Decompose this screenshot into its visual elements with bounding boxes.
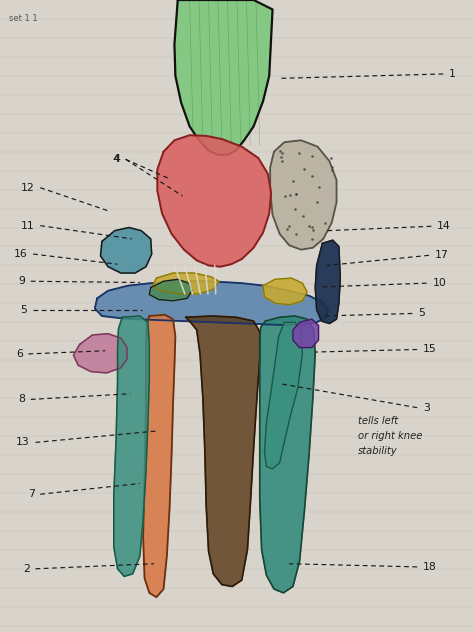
Polygon shape	[95, 281, 328, 325]
Text: 10: 10	[432, 278, 446, 288]
Text: 14: 14	[437, 221, 451, 231]
Polygon shape	[270, 140, 337, 250]
Polygon shape	[157, 135, 271, 267]
Polygon shape	[174, 0, 273, 155]
Polygon shape	[186, 316, 260, 586]
Text: 13: 13	[16, 437, 30, 447]
Text: 7: 7	[27, 489, 35, 499]
Text: 15: 15	[423, 344, 437, 355]
Text: 6: 6	[16, 349, 23, 359]
Polygon shape	[263, 278, 307, 305]
Text: 5: 5	[418, 308, 425, 319]
Text: 5: 5	[20, 305, 27, 315]
Polygon shape	[260, 316, 315, 593]
Polygon shape	[153, 273, 219, 294]
Text: 1: 1	[449, 69, 456, 79]
Polygon shape	[293, 319, 319, 348]
Text: 9: 9	[18, 276, 25, 286]
Text: 3: 3	[423, 403, 430, 413]
Polygon shape	[143, 315, 175, 597]
Text: 2: 2	[23, 564, 30, 574]
Text: tells left
or right knee
stability: tells left or right knee stability	[358, 416, 422, 456]
Text: 11: 11	[21, 221, 35, 231]
Polygon shape	[73, 334, 127, 373]
Polygon shape	[149, 279, 192, 301]
Polygon shape	[315, 240, 340, 324]
Text: 18: 18	[423, 562, 437, 572]
Polygon shape	[114, 316, 149, 576]
Polygon shape	[100, 228, 152, 273]
Text: 4: 4	[112, 154, 119, 164]
Text: 4: 4	[113, 154, 120, 164]
Text: 8: 8	[18, 394, 25, 404]
Text: 16: 16	[14, 249, 27, 259]
Text: 17: 17	[435, 250, 448, 260]
Polygon shape	[264, 322, 302, 469]
Text: set 1 1: set 1 1	[9, 14, 37, 23]
Text: 12: 12	[21, 183, 35, 193]
